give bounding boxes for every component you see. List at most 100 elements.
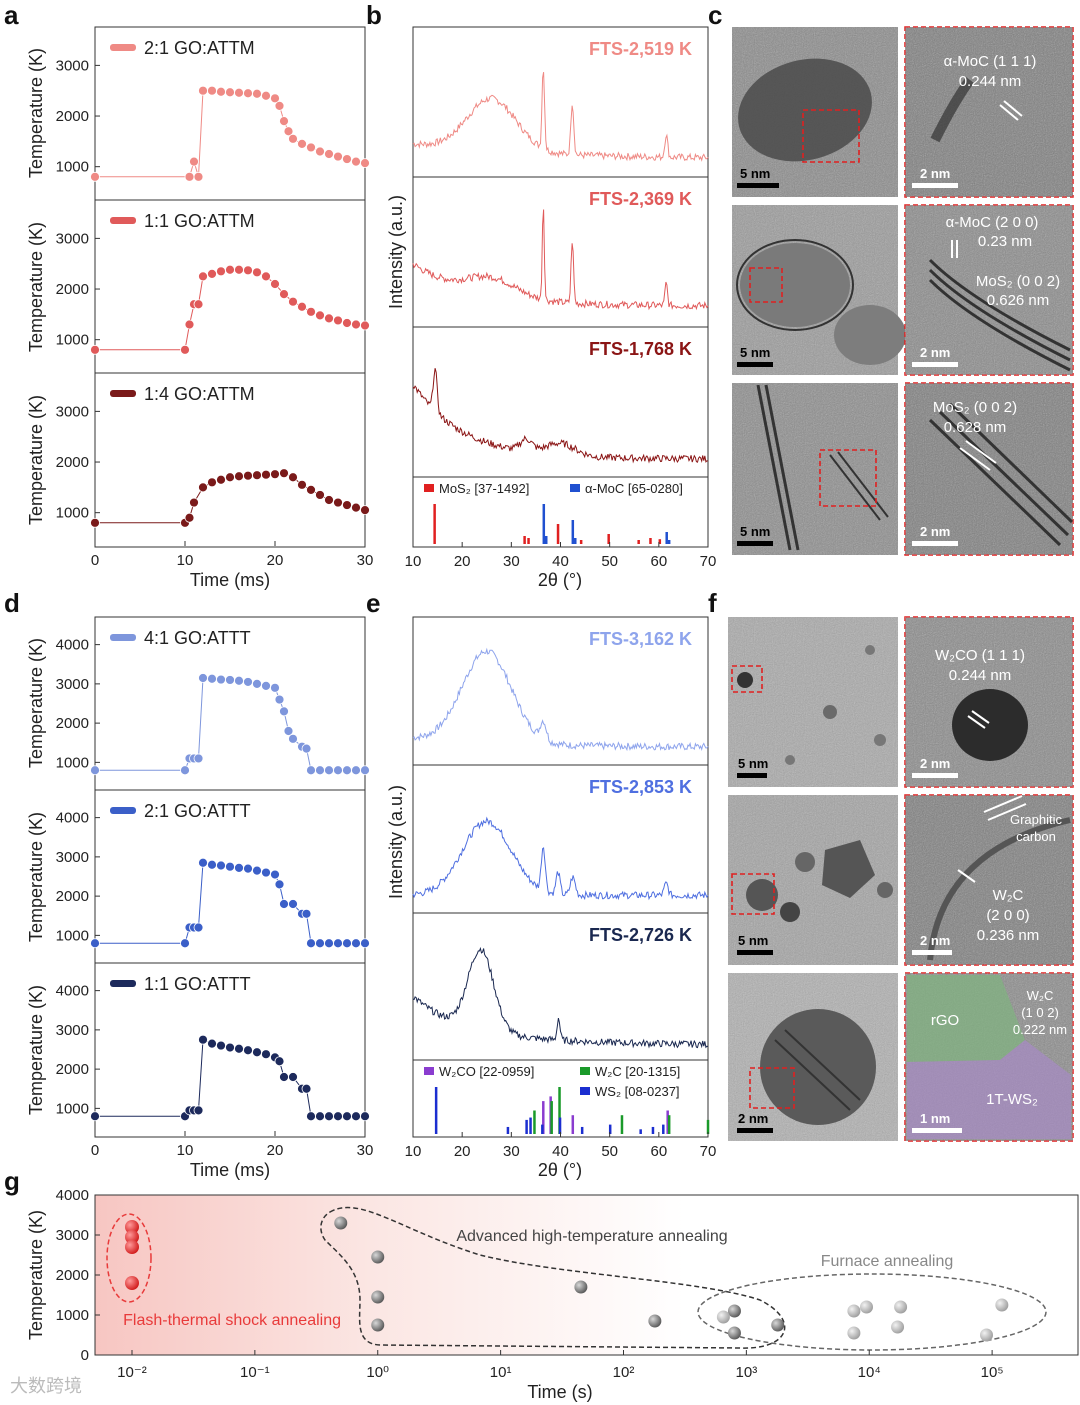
nanoparticle	[780, 902, 800, 922]
data-point	[207, 859, 217, 870]
panel-a-ylabel-3: Temperature (K)	[26, 395, 46, 525]
legend-label: 2:1 GO:ATTT	[144, 801, 251, 821]
xrd-pattern	[412, 816, 709, 901]
tem-annotation: rGO	[931, 1012, 959, 1029]
data-point	[90, 938, 100, 949]
data-point	[334, 1216, 348, 1230]
data-point	[315, 765, 325, 776]
data-point	[324, 149, 334, 159]
tem-annotation: MoS₂ (0 0 2)	[976, 273, 1060, 290]
data-point	[270, 469, 280, 480]
data-point	[207, 85, 217, 96]
data-point	[360, 158, 370, 169]
tem-grain	[905, 27, 1073, 197]
panel-letter-d: d	[4, 588, 20, 618]
y-tick-label: 1000	[56, 159, 89, 176]
x-tick-label: 20	[454, 1143, 471, 1160]
data-point	[184, 512, 195, 523]
y-tick-label: 3000	[56, 403, 89, 420]
data-point	[252, 267, 262, 278]
zoom-box	[802, 109, 860, 163]
y-tick-label: 3000	[56, 849, 89, 866]
data-point	[243, 470, 253, 481]
scale-bar	[912, 1128, 962, 1133]
data-point	[193, 922, 204, 933]
tem-annotation: MoS₂ (0 0 2)	[933, 399, 1017, 416]
data-point	[216, 674, 226, 685]
tem-annotation: 0.628 nm	[944, 419, 1007, 436]
data-point	[847, 1304, 861, 1318]
x-tick-label: 70	[700, 553, 717, 570]
scale-bar	[912, 950, 952, 955]
data-point	[225, 472, 235, 483]
panel-b-xlabel: 2θ (°)	[538, 570, 582, 590]
data-point	[288, 472, 298, 483]
data-point	[193, 753, 204, 764]
tem-annotation: 0.244 nm	[959, 73, 1022, 90]
legend-label: 1:1 GO:ATTM	[144, 211, 255, 231]
x-tick-label: 10	[177, 1142, 194, 1159]
nanoparticle	[823, 705, 837, 719]
reference-label: MoS₂ [37-1492]	[439, 481, 529, 496]
data-point	[288, 1072, 298, 1082]
data-point	[207, 268, 217, 279]
data-point	[979, 1328, 993, 1342]
tem-annotation: 1T-WS₂	[986, 1091, 1038, 1108]
reference-label: W₂C [20-1315]	[595, 1064, 680, 1079]
data-point	[283, 126, 294, 137]
group-label-furnace: Furnace annealing	[821, 1253, 954, 1270]
data-point	[333, 497, 343, 508]
scale-label: 5 nm	[740, 524, 770, 539]
scale-label: 5 nm	[740, 166, 770, 181]
data-point	[124, 1240, 139, 1254]
panel-g-frame	[94, 1194, 1079, 1356]
panel-letter-g: g	[4, 1166, 20, 1196]
nanoparticle	[785, 755, 795, 765]
data-point	[360, 938, 370, 949]
data-point	[283, 726, 294, 736]
nanoparticle	[760, 1009, 876, 1125]
x-tick-label: 50	[601, 553, 618, 570]
data-point	[274, 1056, 285, 1067]
data-point	[288, 899, 298, 909]
scale-label: 2 nm	[920, 166, 950, 181]
data-point	[234, 264, 244, 275]
zoom-box	[819, 449, 877, 507]
y-tick-label: 2000	[56, 454, 89, 471]
x-tick-label: 10	[177, 552, 194, 569]
x-tick-label: 10⁰	[366, 1364, 389, 1381]
data-point	[279, 289, 289, 299]
scale-bar	[737, 541, 773, 546]
scale-bar	[912, 362, 958, 367]
panel-letter-f: f	[708, 588, 717, 618]
tem-c-row-2: 5 nm α-MoC (2 0 0) 0.23 nm MoS₂ (0 0 2) …	[732, 204, 1074, 376]
panel-e-xlabel: 2θ (°)	[538, 1160, 582, 1180]
reference-label: W₂CO [22-0959]	[439, 1064, 534, 1079]
series-line	[95, 862, 365, 944]
data-point	[234, 87, 244, 98]
legend-label: 1:4 GO:ATTM	[144, 384, 255, 404]
data-point	[274, 101, 285, 111]
data-point	[301, 908, 312, 919]
group-label-advanced: Advanced high-temperature annealing	[456, 1228, 727, 1245]
y-tick-label: 3000	[56, 676, 89, 693]
data-point	[301, 743, 312, 754]
data-point	[252, 865, 262, 876]
data-point	[270, 279, 280, 289]
data-point	[360, 1111, 370, 1122]
lattice-line	[829, 454, 881, 521]
rgo-region	[907, 975, 1025, 1062]
lattice-line	[774, 1039, 851, 1111]
pattern-label: FTS-2,369 K	[589, 189, 692, 209]
data-point	[207, 1038, 217, 1049]
data-point	[207, 673, 217, 684]
panel-letter-e: e	[366, 588, 380, 618]
data-point	[360, 765, 370, 776]
data-point	[216, 474, 226, 485]
scale-label: 5 nm	[738, 756, 768, 771]
data-point	[306, 1111, 316, 1122]
xrd-pattern	[412, 647, 709, 752]
panel-a-xlabel: Time (ms)	[190, 570, 270, 590]
tem-c-row-3: 5 nm MoS₂ (0 0 2) 0.628 nm 2 nm	[732, 382, 1074, 556]
